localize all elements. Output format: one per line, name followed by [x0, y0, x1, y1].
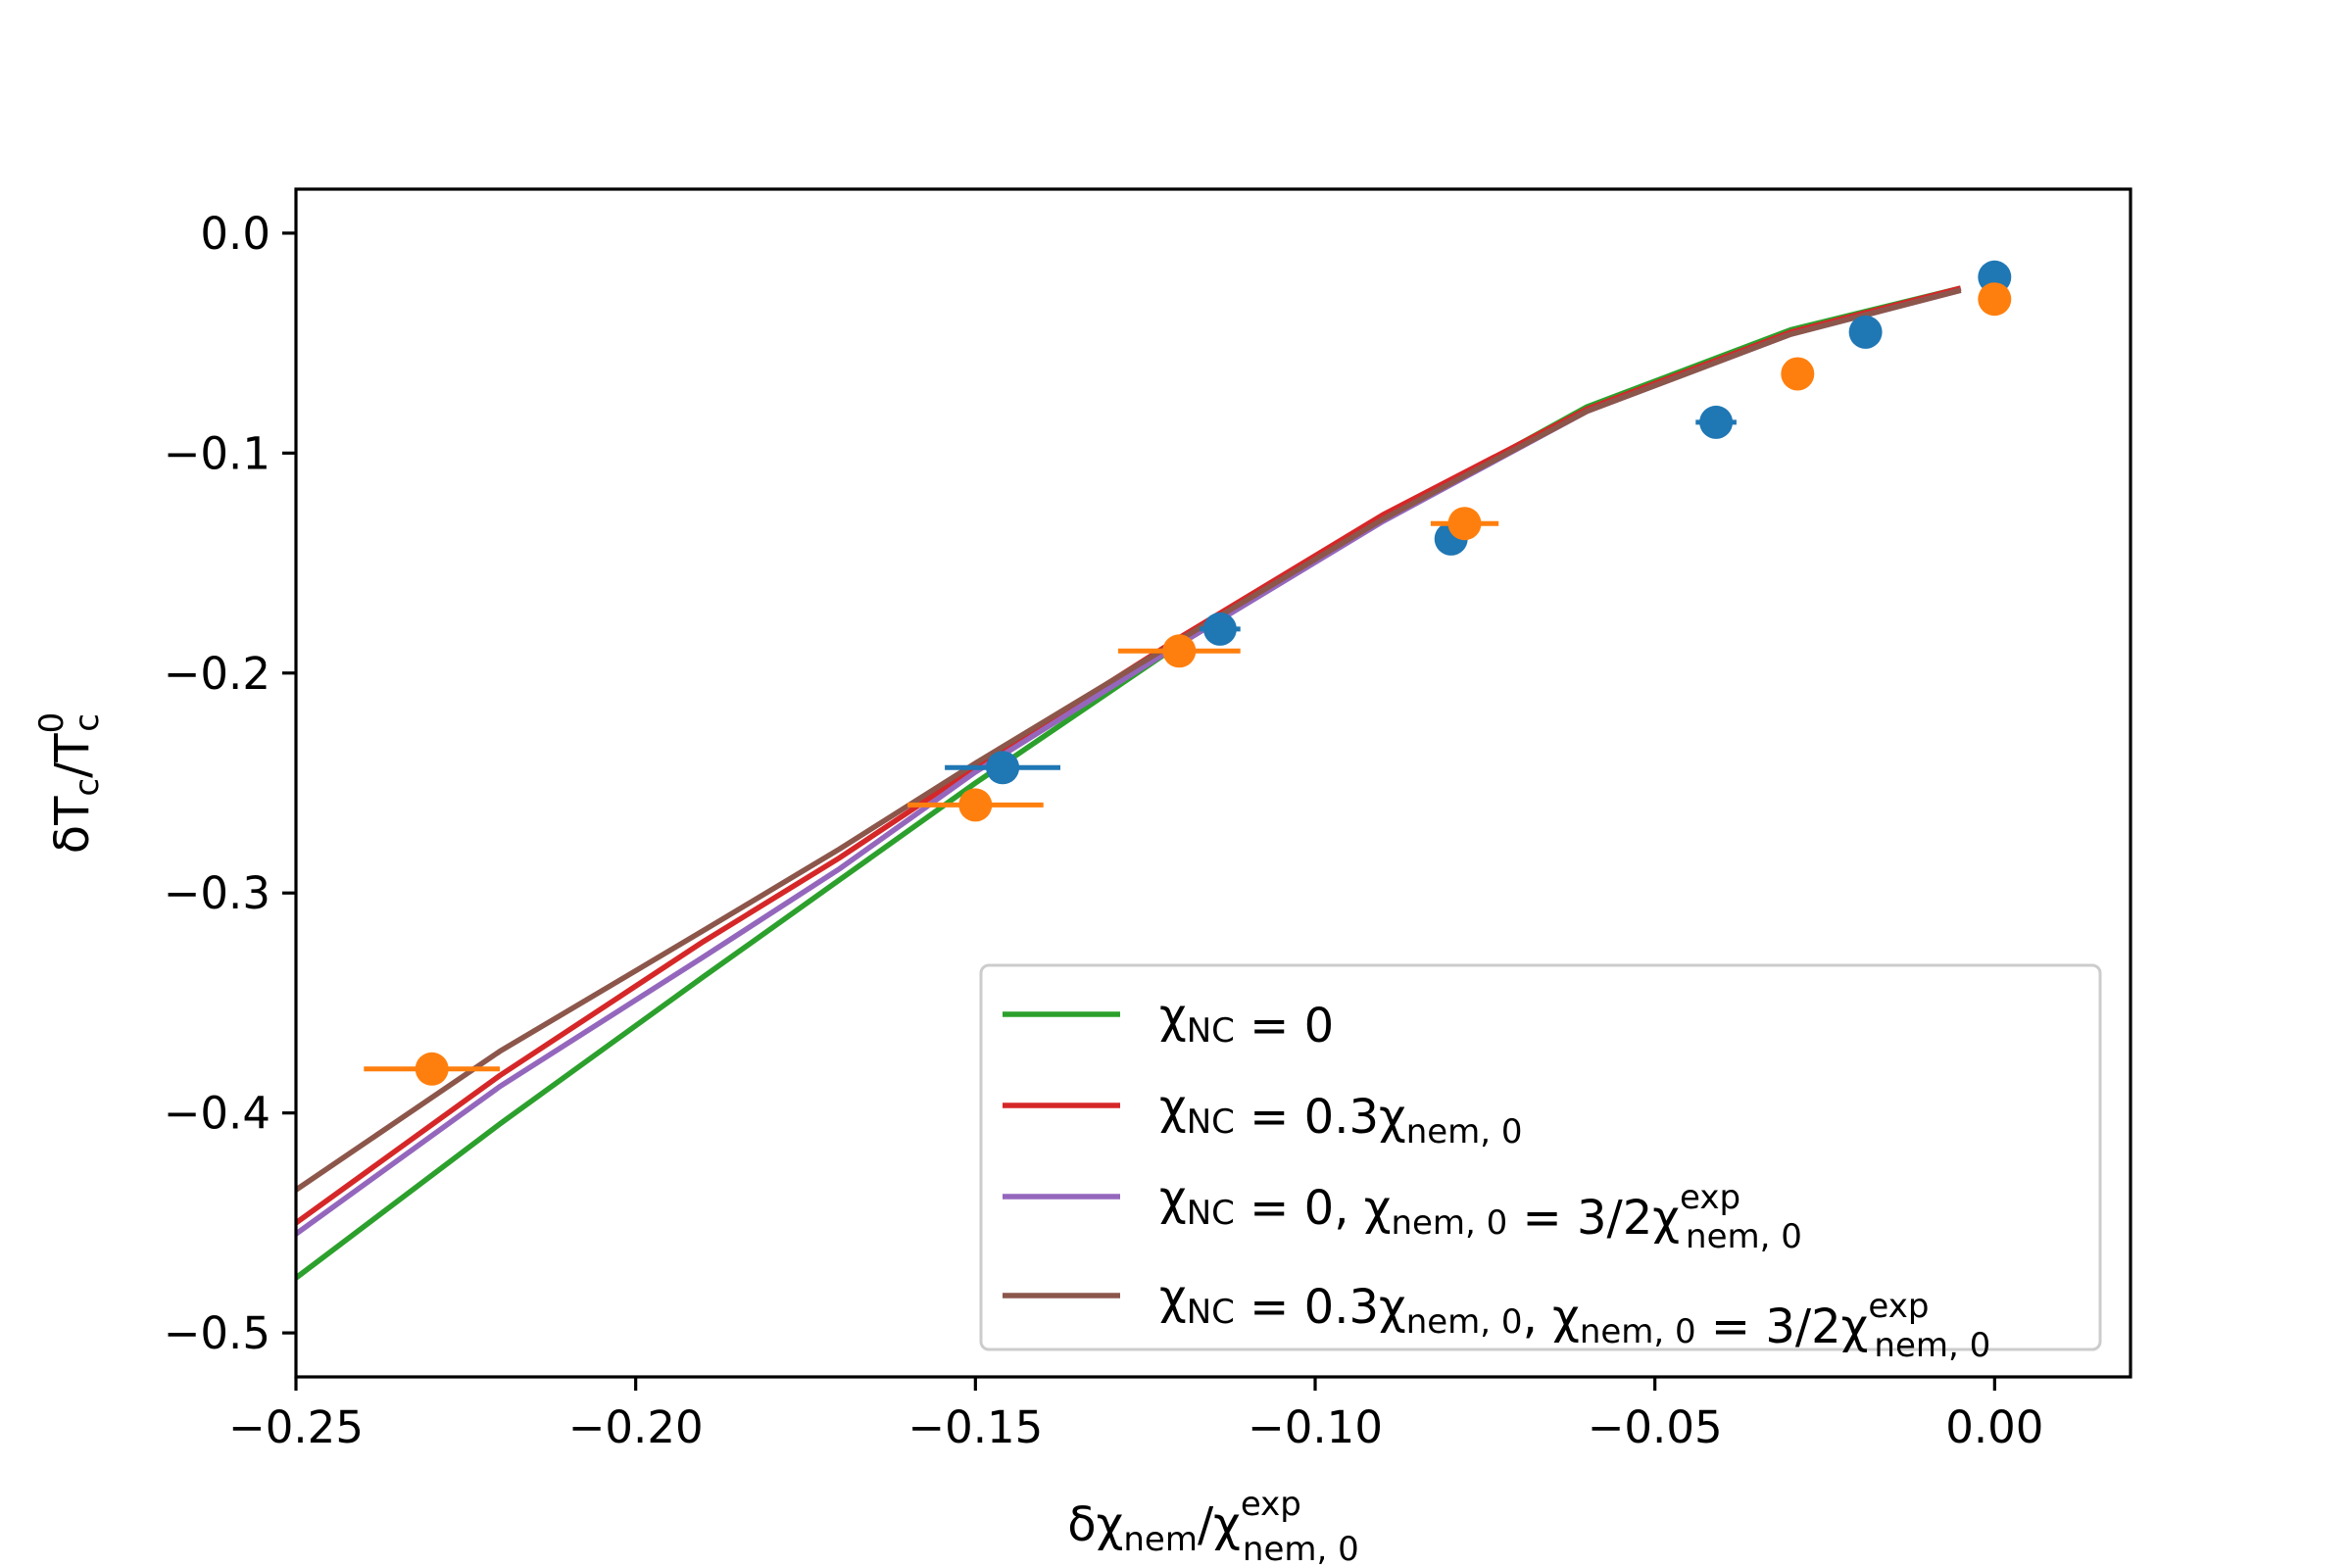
data-point-2	[1447, 507, 1482, 541]
x-tick-label: 0.00	[1945, 1401, 2043, 1453]
x-tick-label: −0.10	[1248, 1401, 1383, 1453]
legend: χNC = 0 χNC = 0.3χnem, 0 χNC = 0, χnem, 0 …	[979, 963, 2102, 1365]
y-tick-label: −0.3	[164, 867, 270, 919]
data-point-1	[1202, 612, 1237, 646]
legend-label-2: χNC = 0.3χnem, 0	[1159, 1080, 1523, 1152]
legend-items: χNC = 0 χNC = 0.3χnem, 0 χNC = 0, χnem, 0 …	[1003, 989, 1990, 1365]
legend-label-1: χNC = 0	[1159, 989, 1334, 1054]
series-line-4	[294, 287, 1962, 1193]
y-axis: 0.0 −0.1 −0.2 −0.3 −0.4 −0.5	[164, 208, 296, 1359]
data-point-2	[415, 1052, 449, 1086]
x-tick-label: −0.20	[568, 1401, 704, 1453]
series-layer	[294, 285, 1962, 1281]
data-point-1	[1699, 405, 1734, 439]
points-layer	[364, 260, 2012, 1086]
x-axis: −0.25 −0.20 −0.15 −0.10 −0.05 0.00	[228, 1377, 2043, 1453]
x-tick-label: −0.05	[1588, 1401, 1723, 1453]
y-tick-label: −0.1	[164, 427, 270, 479]
data-point-2	[1978, 282, 2012, 317]
legend-label-3: χNC = 0, χnem, 0 = 3/2χexp nem, 0	[1159, 1171, 1802, 1256]
data-point-1	[1848, 315, 1883, 349]
data-point-1	[986, 751, 1020, 785]
x-tick-label: −0.25	[228, 1401, 364, 1453]
legend-label-4: χNC = 0.3χnem, 0, χnem, 0 = 3/2χexp nem, …	[1159, 1270, 1990, 1365]
y-tick-label: −0.2	[164, 648, 270, 700]
legend-box	[979, 963, 2102, 1351]
x-tick-label: −0.15	[907, 1401, 1043, 1453]
y-axis-label: δTc/T0c	[32, 712, 107, 855]
data-point-2	[1162, 634, 1197, 668]
y-tick-label: −0.4	[164, 1088, 270, 1140]
y-tick-label: −0.5	[164, 1307, 270, 1359]
plot-frame	[294, 187, 2132, 1379]
y-tick-label: 0.0	[200, 208, 270, 260]
data-point-2	[958, 788, 993, 822]
data-point-2	[1781, 357, 1815, 391]
x-axis-label: δχnem/χexp nem, 0	[1067, 1485, 1358, 1568]
